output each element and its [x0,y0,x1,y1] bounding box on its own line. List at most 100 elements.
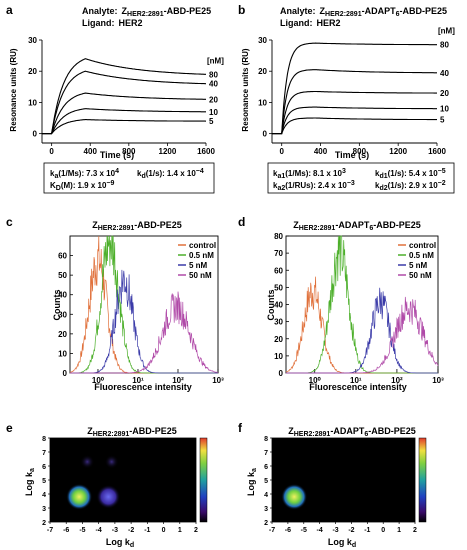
heatmap-spot [80,454,95,469]
panel-letter: b [238,3,245,17]
kinetic-value: ka2(1/RUs): 2.4 x 10−3 [273,180,355,192]
histogram-50nM [70,291,219,374]
x-axis-label: Fluorescence intensity [94,382,192,392]
series-label: 5 [440,116,445,125]
legend-label: 0.5 nM [409,251,434,260]
ligand-line: Ligand: HER2 [82,18,143,28]
x-tick-label: 0 [162,527,166,534]
heatmap-spot [281,483,308,510]
x-tick-label: -4 [317,527,323,534]
x-axis-label: Time (s) [100,150,134,160]
x-tick-label: 1600 [197,147,215,156]
series-label: 80 [209,70,218,79]
y-tick-label: 0 [279,369,284,378]
panel-letter: f [238,421,243,435]
y-tick-label: 40 [58,291,67,300]
series-label: 10 [440,105,449,114]
y-tick-label: 5 [264,478,268,485]
kinetics-box: ka1(1/Ms): 8.1 x 103 kd1(1/s): 5.4 x 10−5 … [267,162,455,194]
legend-title: [nM] [207,56,224,65]
y-tick-label: 6 [264,464,268,471]
y-tick-label: 2 [264,520,268,527]
colorbar [199,437,208,523]
panel-f: f ZHER2:2891-ADAPT6-ABD-PE25 Log ka Log … [238,421,427,549]
y-tick-label: 10 [28,98,37,107]
y-tick-label: 2 [42,520,46,527]
y-tick-label: 4 [264,492,268,499]
legend-label: 5 nM [189,261,208,270]
y-tick-label: 4 [42,492,46,499]
series-label: 80 [440,41,449,50]
x-tick-label: -7 [269,527,275,534]
x-tick-label: 1200 [389,147,407,156]
panel-letter: e [6,421,13,435]
y-tick-label: 10 [274,352,283,361]
y-tick-label: 50 [274,283,283,292]
y-tick-label: 80 [274,232,283,241]
y-tick-label: 20 [58,330,67,339]
x-tick-label: 400 [84,147,98,156]
y-tick-label: 60 [58,252,67,261]
y-axis-label: Counts [52,290,62,321]
y-axis-label: Log ka [246,468,258,496]
kinetic-value: ka1(1/Ms): 8.1 x 103 [273,168,346,180]
y-tick-label: 30 [28,36,37,45]
legend-label: 50 nM [189,271,212,280]
x-tick-label: -1 [144,527,150,534]
x-tick-label: -2 [348,527,354,534]
kinetic-value: kd2(1/s): 2.9 x 10−2 [375,180,446,192]
y-axis-label: Resonance units (RU) [9,48,18,131]
analyte-suffix: -ABD-PE25 [164,6,212,16]
panel-letter: a [6,3,13,17]
series-label: 40 [440,69,449,78]
x-tick-label: -2 [128,527,134,534]
ligand-value: HER2 [119,18,143,28]
y-tick-label: 0 [263,130,268,139]
y-tick-label: 70 [274,249,283,258]
y-tick-label: 30 [274,318,283,327]
heatmap-background [49,437,197,523]
y-tick-label: 20 [258,67,267,76]
x-tick-label: 10² [391,376,403,385]
y-tick-label: 60 [274,266,283,275]
x-tick-label: 10¹ [132,376,144,385]
y-tick-label: 3 [42,506,46,513]
panel-letter: d [238,215,245,229]
sensorgram-line [42,119,207,135]
sensorgram-line [42,108,206,135]
x-axis-label: Fluorescence intensity [309,382,407,392]
chart-title: ZHER2:2891-ABD-PE25 [87,426,177,438]
series-label: 10 [209,108,218,117]
legend-label: 50 nM [409,271,432,280]
kinetic-value: ka(1/Ms): 7.3 x 104 [50,168,119,180]
analyte-line: Analyte: ZHER2:2891-ABD-PE25 [82,6,211,18]
x-tick-label: -1 [364,527,370,534]
sensorgram-line [272,90,437,135]
kinetics-box-frame [43,162,215,194]
y-tick-label: 8 [42,436,46,443]
sensorgram-line [42,92,206,135]
x-tick-label: 2 [194,527,198,534]
sensorgram-line [42,70,206,135]
sensorgram-line [272,42,437,135]
kinetic-value: kd(1/s): 1.4 x 10−4 [137,168,204,180]
legend-label: 5 nM [409,261,428,270]
colorbar [418,437,427,523]
y-tick-label: 20 [274,335,283,344]
kinetics-box: ka(1/Ms): 7.3 x 104 kd(1/s): 1.4 x 10−4 KD… [43,162,215,194]
analyte-label: Analyte: [82,6,118,16]
legend-title: [nM] [438,27,455,36]
chart-title: ZHER2:2891-ADAPT6-ABD-PE25 [293,220,421,232]
chart-title: ZHER2:2891-ABD-PE25 [92,220,182,232]
chart-title: ZHER2:2891-ADAPT6-ABD-PE25 [288,426,416,438]
x-tick-label: 10² [172,376,184,385]
x-tick-label: -5 [79,527,85,534]
x-tick-label: -4 [96,527,102,534]
series-label: 40 [209,80,218,89]
x-tick-label: 400 [314,147,328,156]
x-axis-label: Time (s) [335,150,369,160]
y-tick-label: 3 [264,506,268,513]
x-axis-label: Log kd [106,537,134,549]
